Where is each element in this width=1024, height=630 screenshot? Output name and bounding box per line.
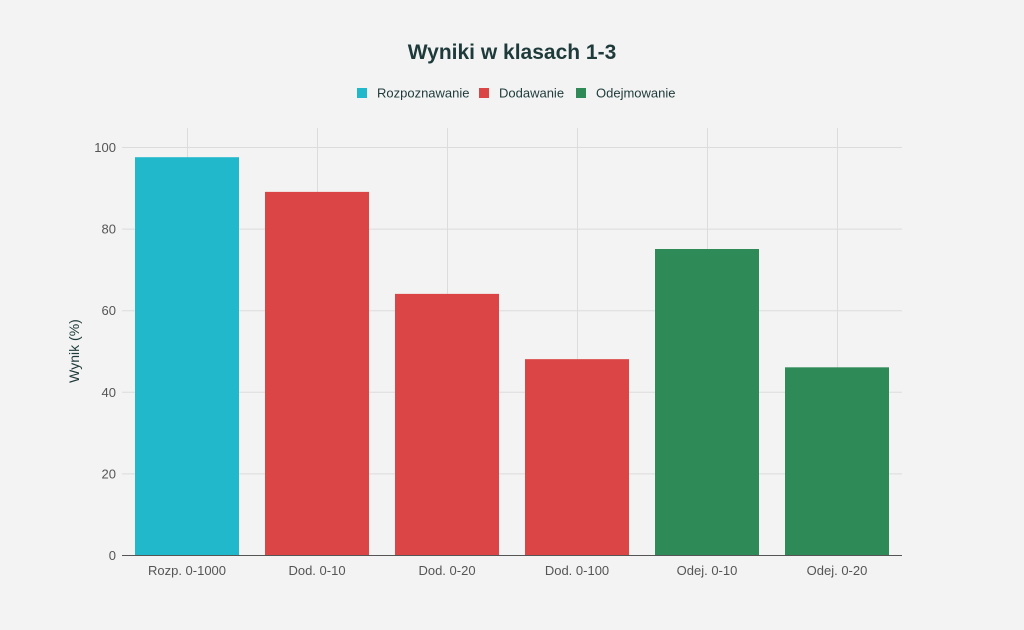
y-tick-label: 40 <box>102 385 116 400</box>
y-tick-label: 0 <box>109 548 116 563</box>
x-axis-ticks: Rozp. 0-1000 Dod. 0-10 Dod. 0-20 Dod. 0-100… <box>148 563 867 578</box>
legend-swatch <box>357 88 367 98</box>
y-tick-label: 80 <box>102 222 116 237</box>
x-tick-label: Odej. 0-20 <box>807 563 868 578</box>
legend-label: Dodawanie <box>499 86 564 101</box>
legend-swatch <box>576 88 586 98</box>
x-tick-label: Rozp. 0-1000 <box>148 563 226 578</box>
bar <box>265 191 369 555</box>
bars <box>135 157 889 555</box>
y-tick-label: 20 <box>102 466 116 481</box>
bar <box>785 367 889 555</box>
legend-swatch <box>479 88 489 98</box>
x-tick-label: Odej. 0-10 <box>677 563 738 578</box>
x-tick-label: Dod. 0-20 <box>418 563 475 578</box>
chart-title: Wyniki w klasach 1-3 <box>408 41 617 64</box>
bar <box>395 293 499 555</box>
y-axis-label: Wynik (%) <box>66 319 82 383</box>
bar <box>525 359 629 555</box>
x-tick-label: Dod. 0-100 <box>545 563 609 578</box>
y-axis-ticks: 0 20 40 60 80 100 <box>94 140 116 563</box>
bar <box>135 157 239 555</box>
y-tick-label: 60 <box>102 303 116 318</box>
bar <box>655 249 759 555</box>
y-tick-label: 100 <box>94 140 116 155</box>
legend: Rozpoznawanie Dodawanie Odejmowanie <box>357 86 676 101</box>
legend-label: Rozpoznawanie <box>377 86 470 101</box>
legend-label: Odejmowanie <box>596 86 676 101</box>
x-tick-label: Dod. 0-10 <box>288 563 345 578</box>
